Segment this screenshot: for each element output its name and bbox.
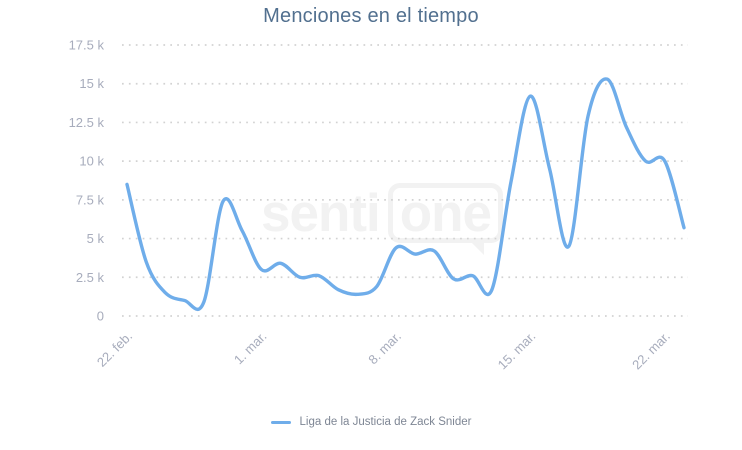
chart-title: Menciones en el tiempo xyxy=(263,5,479,27)
y-axis-tick-label: 0 xyxy=(97,309,104,324)
legend-line-marker-icon xyxy=(270,420,291,424)
legend: Liga de la Justicia de Zack Snider xyxy=(0,416,742,428)
watermark-text-one: one xyxy=(399,183,492,243)
x-axis-tick-label: 8. mar. xyxy=(365,329,404,368)
legend-label: Liga de la Justicia de Zack Snider xyxy=(299,416,472,428)
watermark-text-senti: senti xyxy=(261,183,381,243)
watermark-bubble-tail-icon xyxy=(467,239,484,255)
x-axis-tick-label: 22. mar. xyxy=(629,329,673,373)
y-axis-tick-label: 17.5 k xyxy=(69,38,105,53)
x-axis-tick-label: 1. mar. xyxy=(231,329,270,368)
y-axis-tick-label: 10 k xyxy=(79,154,104,169)
x-axis-tick-label: 22. feb. xyxy=(94,329,135,370)
mentions-series-line[interactable] xyxy=(125,77,686,311)
y-axis-tick-label: 2.5 k xyxy=(76,270,105,285)
watermark-speech-bubble: one xyxy=(387,183,503,255)
y-axis-tick-label: 12.5 k xyxy=(69,115,105,130)
y-axis-tick-label: 15 k xyxy=(79,76,104,91)
legend-item[interactable]: Liga de la Justicia de Zack Snider xyxy=(270,416,472,428)
y-axis-tick-label: 7.5 k xyxy=(76,192,105,207)
watermark: senti one xyxy=(261,183,503,255)
y-axis-tick-label: 5 k xyxy=(87,231,105,246)
x-axis-tick-label: 15. mar. xyxy=(495,329,539,373)
